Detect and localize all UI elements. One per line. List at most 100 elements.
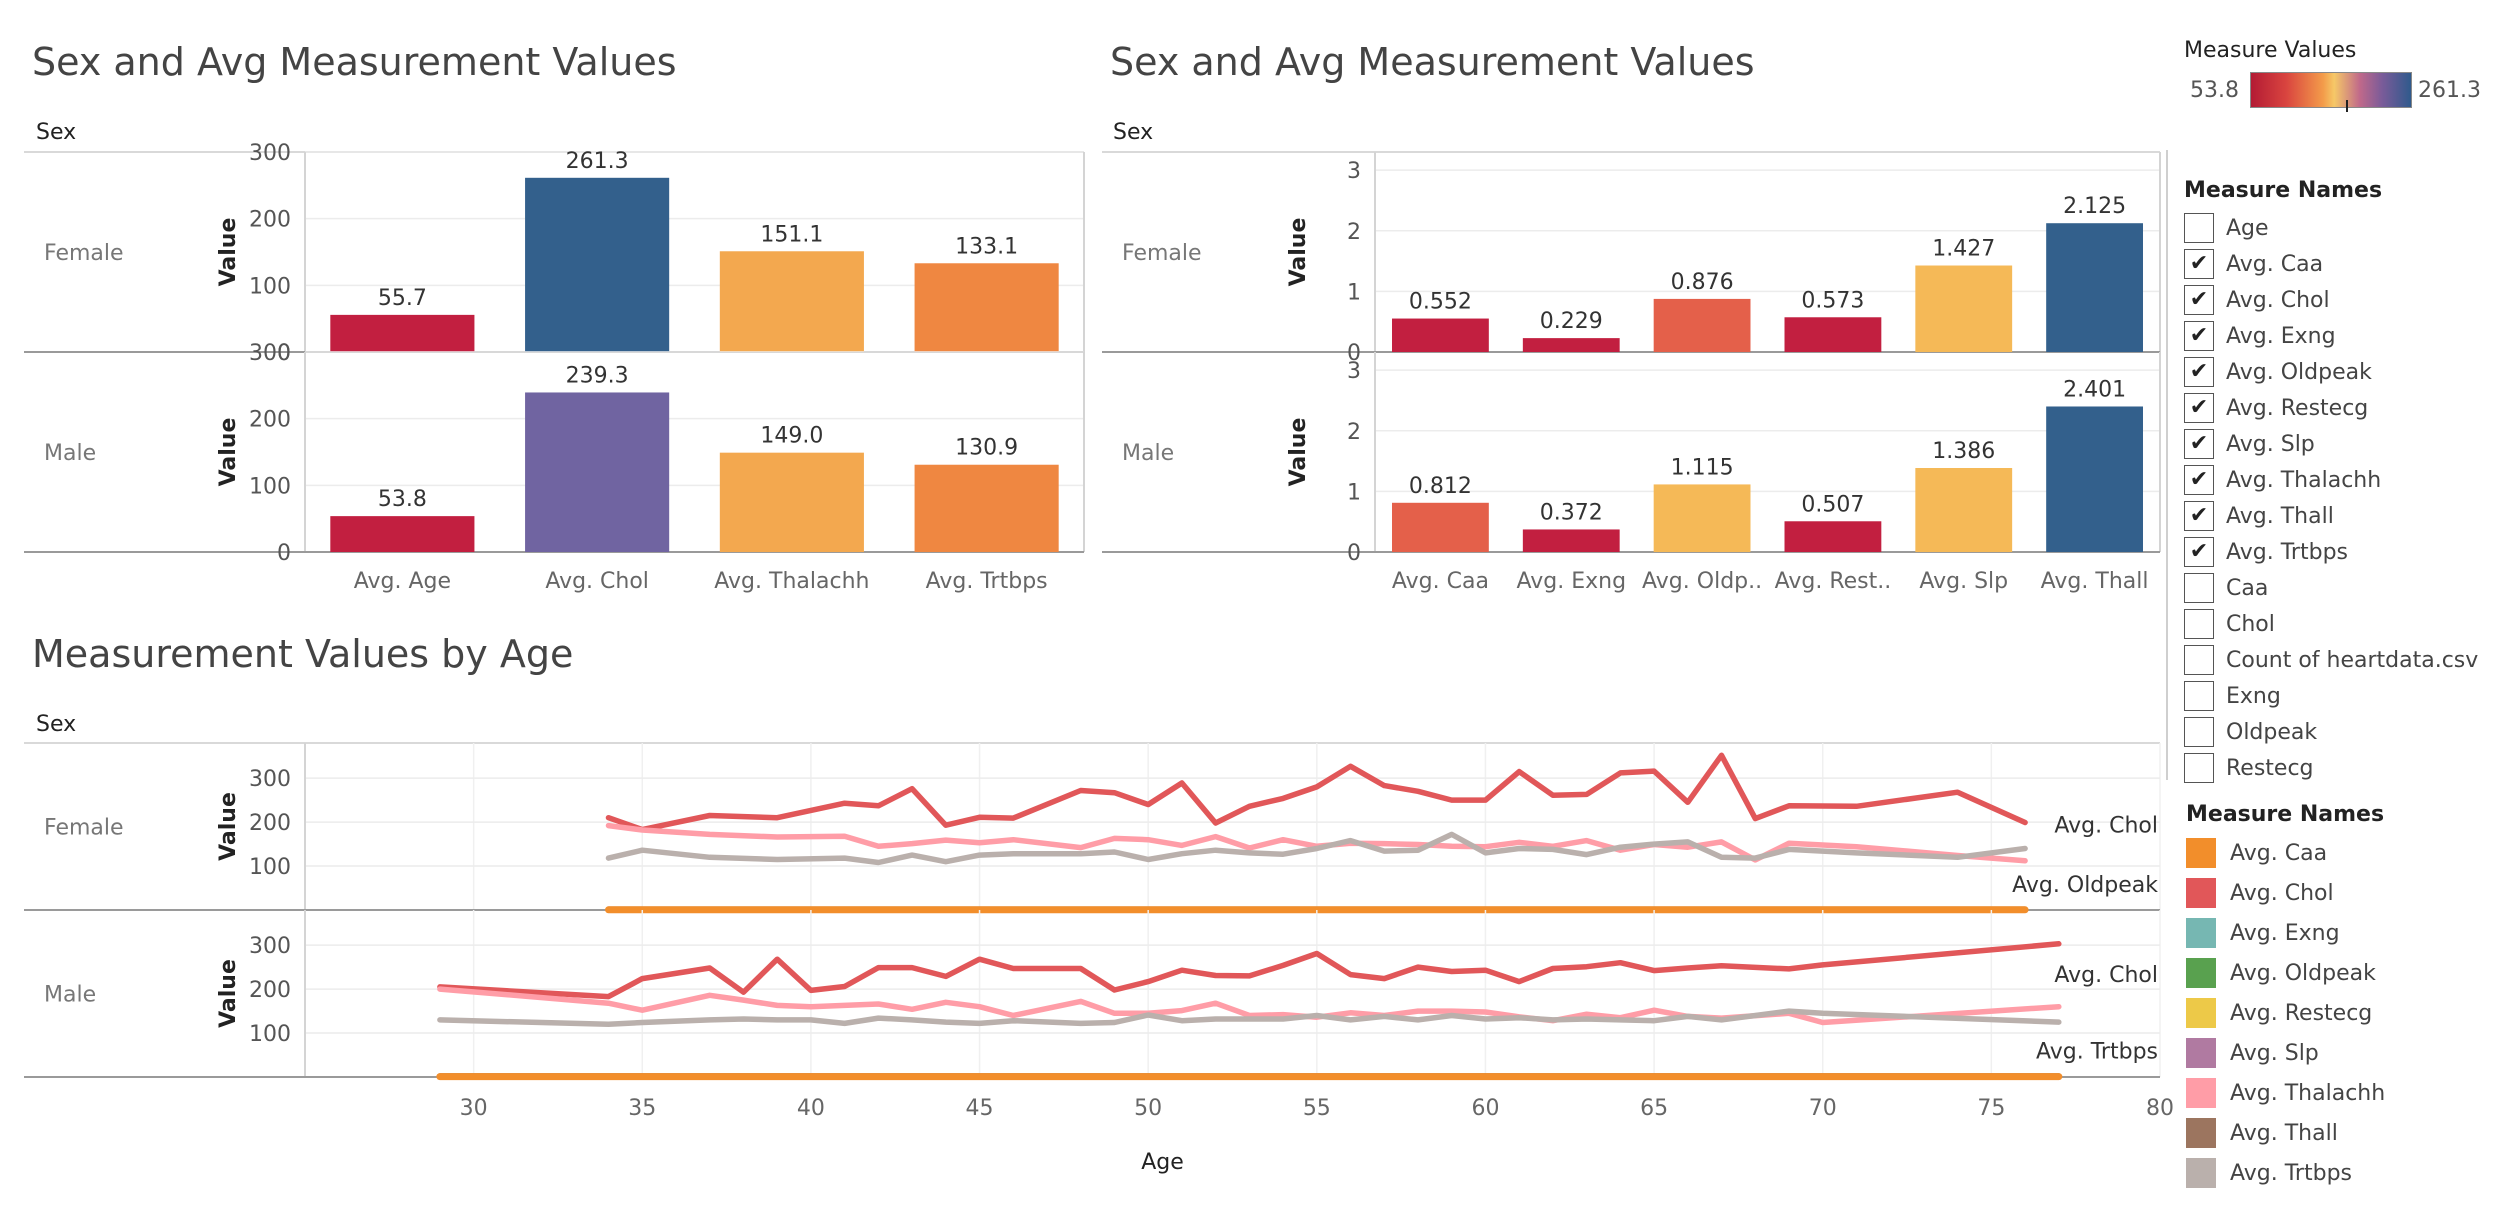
- filter-checkbox[interactable]: ✔: [2184, 285, 2214, 315]
- filter-checkbox[interactable]: [2184, 213, 2214, 243]
- filter-checkbox[interactable]: [2184, 609, 2214, 639]
- filter-checkbox[interactable]: ✔: [2184, 501, 2214, 531]
- panel3-x-tick-label: 50: [1134, 1096, 1162, 1121]
- panel1-data-label: 55.7: [378, 286, 427, 311]
- panel2-bar: [2046, 406, 2143, 552]
- panel1-category-label: Avg. Trtbps: [926, 569, 1048, 594]
- filter-checkbox[interactable]: [2184, 645, 2214, 675]
- filter-checkbox[interactable]: [2184, 681, 2214, 711]
- panel3-x-tick-label: 80: [2146, 1096, 2174, 1121]
- line-legend-title: Measure Names: [2186, 802, 2385, 827]
- panel1-data-label: 53.8: [378, 487, 427, 512]
- panel1-y-tick-label: 0: [277, 541, 291, 566]
- legend-item-avg-thall[interactable]: Avg. Thall: [2186, 1116, 2338, 1150]
- panel1-y-axis-title: Value: [216, 218, 241, 287]
- legend-item-avg-exng[interactable]: Avg. Exng: [2186, 916, 2340, 950]
- panel2-y-tick-label: 0: [1347, 341, 1361, 366]
- filter-item-caa[interactable]: Caa: [2184, 570, 2268, 606]
- panel3-x-tick-label: 55: [1303, 1096, 1331, 1121]
- legend-swatch: [2186, 878, 2216, 908]
- legend-label: Avg. Oldpeak: [2230, 960, 2376, 986]
- panel3-x-axis-title: Age: [1141, 1150, 1184, 1175]
- legend-item-avg-caa[interactable]: Avg. Caa: [2186, 836, 2327, 870]
- filter-item-age[interactable]: Age: [2184, 210, 2269, 246]
- filter-title: Measure Names: [2184, 178, 2383, 203]
- panel3-y-tick-label: 300: [249, 767, 291, 792]
- legend-label: Avg. Restecg: [2230, 1000, 2373, 1026]
- filter-checkbox[interactable]: ✔: [2184, 393, 2214, 423]
- panel2-y-tick-label: 3: [1347, 159, 1361, 184]
- legend-item-avg-trtbps[interactable]: Avg. Trtbps: [2186, 1156, 2352, 1190]
- filter-checkbox[interactable]: ✔: [2184, 249, 2214, 279]
- color-legend-marker: [2345, 100, 2348, 112]
- filter-item-avg-thall[interactable]: ✔ Avg. Thall: [2184, 498, 2334, 534]
- panel2-bar: [1653, 298, 1751, 352]
- panel2-title: Sex and Avg Measurement Values: [1110, 40, 1755, 84]
- legend-label: Avg. Trtbps: [2230, 1160, 2352, 1186]
- legend-item-avg-restecg[interactable]: Avg. Restecg: [2186, 996, 2372, 1030]
- panel2-data-label: 2.401: [2063, 377, 2126, 402]
- filter-item-avg-chol[interactable]: ✔ Avg. Chol: [2184, 282, 2330, 318]
- panel3-x-tick-label: 45: [966, 1096, 994, 1121]
- filter-item-count-of-heartdata-csv[interactable]: Count of heartdata.csv: [2184, 642, 2478, 678]
- legend-item-avg-chol[interactable]: Avg. Chol: [2186, 876, 2334, 910]
- filter-item-oldpeak[interactable]: Oldpeak: [2184, 714, 2317, 750]
- panel2-data-label: 0.552: [1409, 290, 1472, 315]
- filter-item-avg-restecg[interactable]: ✔ Avg. Restecg: [2184, 390, 2368, 426]
- legend-swatch: [2186, 998, 2216, 1028]
- filter-item-avg-slp[interactable]: ✔ Avg. Slp: [2184, 426, 2315, 462]
- filter-item-chol[interactable]: Chol: [2184, 606, 2275, 642]
- filter-checkbox[interactable]: ✔: [2184, 321, 2214, 351]
- legend-label: Avg. Thall: [2230, 1120, 2338, 1146]
- filter-checkbox[interactable]: ✔: [2184, 429, 2214, 459]
- filter-item-label: Exng: [2226, 683, 2281, 709]
- filter-item-label: Avg. Chol: [2226, 287, 2330, 313]
- filter-item-exng[interactable]: Exng: [2184, 678, 2281, 714]
- color-legend-max: 261.3: [2418, 78, 2481, 103]
- legend-item-avg-slp[interactable]: Avg. Slp: [2186, 1036, 2319, 1070]
- panel1-data-label: 133.1: [955, 234, 1018, 259]
- filter-item-label: Avg. Thall: [2226, 503, 2334, 529]
- color-legend-min: 53.8: [2190, 78, 2239, 103]
- panel3-y-axis-title: Value: [216, 959, 241, 1028]
- panel1-category-label: Avg. Thalachh: [714, 569, 869, 594]
- panel1-bar: [330, 516, 475, 552]
- filter-item-label: Count of heartdata.csv: [2226, 647, 2479, 673]
- filter-checkbox[interactable]: [2184, 717, 2214, 747]
- panel3-series-line-avg-chol: [437, 941, 2062, 1000]
- filter-item-avg-oldpeak[interactable]: ✔ Avg. Oldpeak: [2184, 354, 2372, 390]
- panel2-y-tick-label: 2: [1347, 420, 1361, 445]
- panel1-bar: [719, 452, 864, 552]
- panel1-category-label: Avg. Age: [354, 569, 451, 594]
- filter-item-label: Avg. Caa: [2226, 251, 2324, 277]
- panel2-data-label: 0.573: [1801, 288, 1864, 313]
- filter-checkbox[interactable]: [2184, 753, 2214, 783]
- filter-item-label: Restecg: [2226, 755, 2314, 781]
- panel1-y-tick-label: 100: [249, 274, 291, 299]
- panel3-series-line-avg-chol: [605, 752, 2028, 833]
- panel2-y-tick-label: 3: [1347, 359, 1361, 384]
- legend-label: Avg. Caa: [2230, 840, 2328, 866]
- legend-item-avg-thalachh[interactable]: Avg. Thalachh: [2186, 1076, 2385, 1110]
- filter-item-avg-exng[interactable]: ✔ Avg. Exng: [2184, 318, 2336, 354]
- filter-item-restecg[interactable]: Restecg: [2184, 750, 2314, 786]
- filter-item-avg-trtbps[interactable]: ✔ Avg. Trtbps: [2184, 534, 2348, 570]
- filter-checkbox[interactable]: ✔: [2184, 537, 2214, 567]
- filter-item-label: Age: [2226, 215, 2269, 241]
- legend-swatch: [2186, 1078, 2216, 1108]
- panel3-row-label-male: Male: [44, 983, 96, 1008]
- filter-item-avg-thalachh[interactable]: ✔ Avg. Thalachh: [2184, 462, 2381, 498]
- filter-divider: [2166, 150, 2168, 780]
- legend-item-avg-oldpeak[interactable]: Avg. Oldpeak: [2186, 956, 2376, 990]
- panel2-data-label: 1.427: [1932, 237, 1995, 262]
- panel1-y-tick-label: 200: [249, 408, 291, 433]
- filter-item-label: Oldpeak: [2226, 719, 2318, 745]
- legend-swatch: [2186, 1118, 2216, 1148]
- panel3-y-tick-label: 100: [249, 855, 291, 880]
- filter-item-avg-caa[interactable]: ✔ Avg. Caa: [2184, 246, 2323, 282]
- filter-checkbox[interactable]: ✔: [2184, 357, 2214, 387]
- filter-checkbox[interactable]: ✔: [2184, 465, 2214, 495]
- panel2-y-axis-title: Value: [1286, 418, 1311, 487]
- panel2-y-axis-title: Value: [1286, 218, 1311, 287]
- filter-checkbox[interactable]: [2184, 573, 2214, 603]
